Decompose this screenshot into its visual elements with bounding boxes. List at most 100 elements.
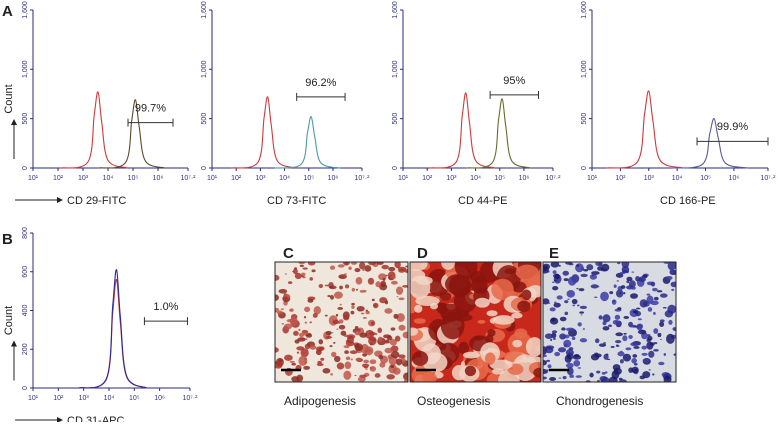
- y-tick-label: 200: [22, 343, 29, 355]
- texture: [318, 283, 324, 289]
- texture: [657, 332, 662, 338]
- texture: [381, 264, 390, 270]
- texture: [647, 335, 653, 341]
- texture: [294, 267, 298, 270]
- texture: [550, 339, 553, 342]
- texture: [324, 284, 329, 287]
- x-tick-label: 10⁵: [700, 175, 711, 182]
- texture: [617, 351, 625, 357]
- texture: [580, 273, 588, 278]
- x-tick-label: 10²: [53, 175, 64, 182]
- texture: [291, 271, 295, 273]
- texture: [356, 305, 365, 312]
- texture: [484, 352, 496, 365]
- texture: [303, 315, 307, 319]
- texture: [600, 291, 609, 302]
- texture: [278, 358, 283, 362]
- texture: [636, 324, 643, 331]
- texture: [569, 374, 575, 378]
- texture: [354, 331, 362, 336]
- x-axis-label: CD 166-PE: [660, 195, 716, 207]
- texture: [334, 355, 341, 363]
- texture: [462, 351, 481, 359]
- arrow-head: [57, 417, 63, 423]
- texture: [623, 332, 627, 335]
- histogram-curve: [429, 92, 496, 169]
- texture: [307, 298, 314, 303]
- texture: [595, 262, 603, 267]
- texture: [578, 288, 585, 292]
- texture: [543, 376, 548, 380]
- texture: [278, 288, 288, 294]
- x-tick-label: 10²: [422, 175, 433, 182]
- texture: [384, 308, 393, 314]
- texture: [280, 308, 285, 310]
- texture: [354, 374, 357, 377]
- texture: [369, 366, 377, 372]
- texture: [575, 375, 582, 378]
- texture: [608, 376, 618, 382]
- texture: [576, 287, 579, 290]
- texture: [369, 359, 377, 365]
- texture: [650, 281, 656, 287]
- texture: [603, 322, 606, 324]
- texture: [619, 271, 625, 275]
- texture: [543, 354, 547, 358]
- texture: [305, 333, 313, 338]
- texture: [589, 274, 597, 280]
- texture: [429, 302, 439, 310]
- texture: [357, 376, 366, 382]
- texture: [333, 341, 336, 344]
- texture: [631, 358, 637, 364]
- texture: [403, 379, 408, 382]
- texture: [663, 353, 667, 356]
- texture: [566, 362, 574, 369]
- texture: [422, 352, 448, 373]
- texture: [371, 338, 377, 342]
- y-tick-label: 0: [22, 166, 29, 170]
- x-tick-label: 10⁴: [104, 395, 115, 402]
- micrograph: [543, 262, 676, 382]
- texture: [291, 362, 297, 366]
- y-tick-label: 0: [392, 166, 399, 170]
- texture: [316, 363, 324, 367]
- texture: [564, 354, 572, 363]
- gate-label: 99.7%: [135, 102, 166, 114]
- texture: [641, 352, 648, 356]
- texture: [558, 347, 567, 353]
- texture: [552, 281, 555, 284]
- texture: [564, 300, 569, 304]
- texture: [309, 321, 312, 324]
- texture: [659, 319, 665, 323]
- texture: [299, 332, 305, 338]
- texture: [553, 279, 557, 282]
- texture: [552, 337, 556, 340]
- texture: [350, 358, 353, 361]
- texture: [284, 323, 293, 330]
- texture: [300, 272, 306, 277]
- texture: [601, 371, 606, 375]
- texture: [562, 270, 569, 276]
- texture: [335, 313, 339, 317]
- texture: [543, 298, 550, 305]
- texture: [596, 380, 600, 382]
- x-tick-label: 10⁷·²: [546, 175, 562, 182]
- y-tick-label: 1,000: [201, 60, 208, 78]
- texture: [659, 339, 663, 341]
- micrograph: [410, 262, 541, 382]
- texture: [672, 327, 676, 331]
- texture: [276, 310, 283, 315]
- arrow-head: [11, 119, 17, 125]
- texture: [577, 322, 582, 327]
- texture: [392, 367, 401, 375]
- texture: [304, 321, 307, 324]
- texture: [543, 368, 549, 375]
- texture: [398, 268, 406, 273]
- histogram-curve: [97, 99, 166, 169]
- y-tick-label: 600: [22, 266, 29, 278]
- texture: [299, 264, 304, 268]
- texture: [384, 347, 393, 354]
- texture: [331, 351, 337, 358]
- texture: [303, 365, 311, 370]
- texture: [504, 268, 517, 275]
